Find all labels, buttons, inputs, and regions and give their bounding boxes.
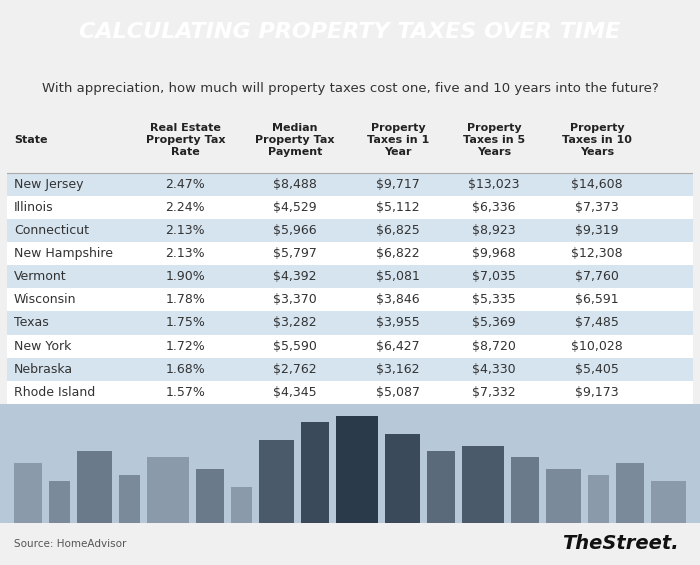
Text: $9,717: $9,717 [376,177,420,190]
Bar [77,451,112,523]
Text: $5,590: $5,590 [273,340,317,353]
Text: $7,332: $7,332 [473,386,516,399]
Text: 2.24%: 2.24% [165,201,205,214]
Text: 1.75%: 1.75% [165,316,205,329]
Text: $6,336: $6,336 [473,201,516,214]
Bar [427,451,455,523]
Text: $8,720: $8,720 [472,340,516,353]
Bar [301,421,329,523]
FancyBboxPatch shape [7,265,693,288]
Text: Connecticut: Connecticut [14,224,89,237]
FancyBboxPatch shape [7,358,693,381]
Bar [336,416,378,523]
Text: Nebraska: Nebraska [14,363,73,376]
FancyBboxPatch shape [7,195,693,219]
Text: Vermont: Vermont [14,270,66,283]
Text: $3,282: $3,282 [273,316,317,329]
Text: CALCULATING PROPERTY TAXES OVER TIME: CALCULATING PROPERTY TAXES OVER TIME [79,23,621,42]
Bar [196,469,224,523]
Text: Illinois: Illinois [14,201,53,214]
Text: 2.47%: 2.47% [165,177,205,190]
Text: $5,087: $5,087 [376,386,420,399]
Bar [147,458,189,523]
Text: $13,023: $13,023 [468,177,520,190]
Text: $5,405: $5,405 [575,363,619,376]
Text: With appreciation, how much will property taxes cost one, five and 10 years into: With appreciation, how much will propert… [41,82,659,95]
Text: $3,370: $3,370 [273,293,317,306]
Text: $8,488: $8,488 [273,177,317,190]
Bar [385,434,420,523]
Text: $6,822: $6,822 [376,247,420,260]
Bar [546,469,581,523]
Text: 1.72%: 1.72% [165,340,205,353]
Text: 1.90%: 1.90% [165,270,205,283]
Bar [651,481,686,523]
Bar [588,475,609,523]
Text: Property
Taxes in 5
Years: Property Taxes in 5 Years [463,123,525,158]
Text: $12,308: $12,308 [571,247,623,260]
Text: $7,485: $7,485 [575,316,619,329]
Text: $4,345: $4,345 [273,386,317,399]
Bar [259,440,294,523]
Text: 2.13%: 2.13% [165,247,205,260]
Bar [231,487,252,523]
Text: Property
Taxes in 10
Years: Property Taxes in 10 Years [562,123,632,158]
Text: $4,330: $4,330 [473,363,516,376]
Text: $5,081: $5,081 [376,270,420,283]
Text: $3,846: $3,846 [376,293,420,306]
Text: $5,797: $5,797 [273,247,317,260]
Text: $6,825: $6,825 [376,224,420,237]
FancyBboxPatch shape [7,288,693,311]
Text: $3,955: $3,955 [376,316,420,329]
Bar [462,445,504,523]
Bar [511,458,539,523]
FancyBboxPatch shape [7,172,693,195]
Bar [49,481,70,523]
Text: $3,162: $3,162 [377,363,420,376]
Text: Source: HomeAdvisor: Source: HomeAdvisor [14,539,127,549]
Text: $4,529: $4,529 [273,201,317,214]
FancyBboxPatch shape [7,242,693,265]
Text: $4,392: $4,392 [274,270,317,283]
Text: New Hampshire: New Hampshire [14,247,113,260]
Text: TheStreet.: TheStreet. [562,534,679,553]
Text: $7,760: $7,760 [575,270,619,283]
Text: $9,319: $9,319 [575,224,619,237]
Bar [616,463,644,523]
Text: 1.78%: 1.78% [165,293,205,306]
Text: $6,427: $6,427 [376,340,420,353]
Text: New York: New York [14,340,71,353]
Text: $2,762: $2,762 [273,363,317,376]
Text: Property
Taxes in 1
Year: Property Taxes in 1 Year [367,123,429,158]
Text: $5,369: $5,369 [473,316,516,329]
Text: Texas: Texas [14,316,48,329]
Bar [119,475,140,523]
Text: $8,923: $8,923 [473,224,516,237]
Text: $9,968: $9,968 [473,247,516,260]
Text: 2.13%: 2.13% [165,224,205,237]
Text: $6,591: $6,591 [575,293,619,306]
Text: 1.68%: 1.68% [165,363,205,376]
Text: 1.57%: 1.57% [165,386,205,399]
Text: $5,335: $5,335 [473,293,516,306]
Text: $5,966: $5,966 [273,224,317,237]
FancyBboxPatch shape [7,381,693,404]
Text: Real Estate
Property Tax
Rate: Real Estate Property Tax Rate [146,123,225,158]
FancyBboxPatch shape [7,311,693,334]
Text: $5,112: $5,112 [376,201,420,214]
Text: $7,373: $7,373 [575,201,619,214]
Text: New Jersey: New Jersey [14,177,83,190]
FancyBboxPatch shape [7,334,693,358]
FancyBboxPatch shape [7,219,693,242]
Text: $7,035: $7,035 [472,270,516,283]
Text: Rhode Island: Rhode Island [14,386,95,399]
Text: $14,608: $14,608 [571,177,623,190]
Bar [14,463,42,523]
Text: Median
Property Tax
Payment: Median Property Tax Payment [256,123,335,158]
Text: Wisconsin: Wisconsin [14,293,76,306]
Text: $10,028: $10,028 [571,340,623,353]
Text: $9,173: $9,173 [575,386,619,399]
Text: State: State [14,135,48,145]
